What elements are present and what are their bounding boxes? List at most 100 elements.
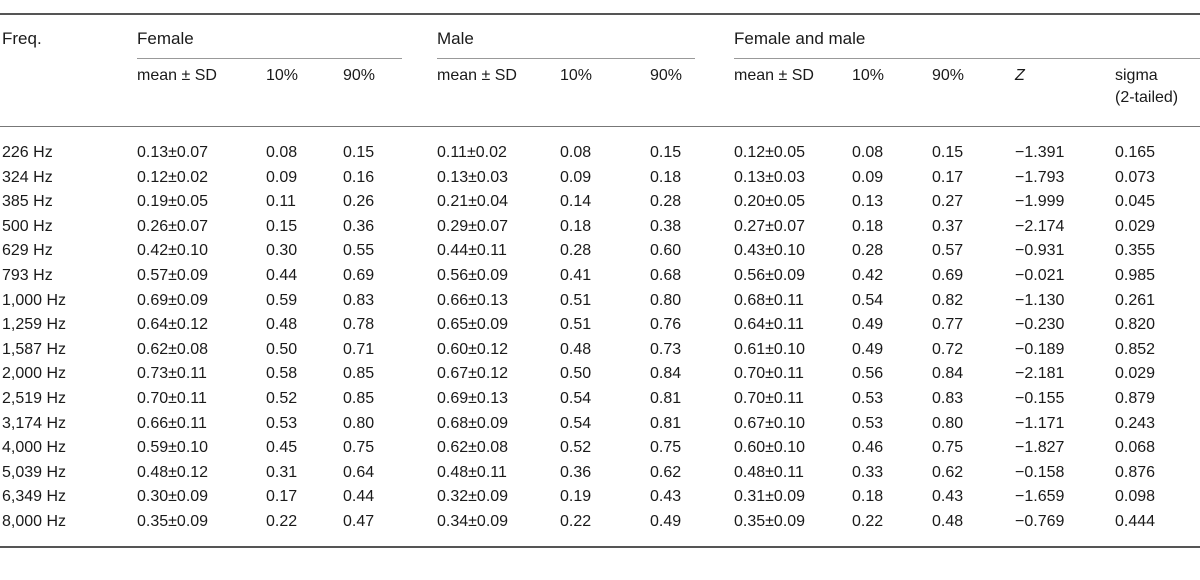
group-rule-male (437, 58, 695, 59)
cell-m-90: 0.76 (650, 316, 682, 334)
subheader-female-p90: 90% (343, 67, 376, 84)
cell-m-90: 0.62 (650, 463, 682, 481)
cell-b-mean: 0.64±0.11 (734, 316, 804, 334)
cell-m-mean: 0.62±0.08 (437, 439, 509, 457)
cell-sigma: 0.045 (1115, 193, 1156, 211)
subheader-female-mean: mean ± SD (137, 67, 217, 84)
cell-m-mean: 0.13±0.03 (437, 168, 509, 186)
table-row: 6,349 Hz 0.30±0.09 0.17 0.44 0.32±0.09 0.19 0.… (0, 485, 1200, 509)
table-row: 2,519 Hz 0.70±0.11 0.52 0.85 0.69±0.13 0.54 0.… (0, 387, 1200, 411)
cell-sigma: 0.165 (1115, 144, 1156, 161)
cell-f-mean: 0.19±0.05 (137, 193, 209, 211)
cell-f-90: 0.75 (343, 439, 375, 457)
cell-f-10: 0.30 (266, 242, 298, 260)
cell-sigma: 0.852 (1115, 340, 1156, 358)
cell-sigma: 0.098 (1115, 488, 1156, 506)
cell-z: −0.931 (1015, 242, 1065, 260)
cell-freq: 629 Hz (2, 242, 53, 260)
cell-b-10: 0.53 (852, 414, 884, 432)
table-row: 1,000 Hz 0.69±0.09 0.59 0.83 0.66±0.13 0.51 0.… (0, 289, 1200, 313)
cell-f-10: 0.11 (266, 193, 296, 211)
cell-b-90: 0.84 (932, 365, 964, 383)
cell-b-90: 0.62 (932, 463, 964, 481)
cell-sigma: 0.243 (1115, 414, 1156, 432)
cell-f-10: 0.09 (266, 168, 298, 186)
cell-m-90: 0.75 (650, 439, 682, 457)
cell-b-90: 0.43 (932, 488, 964, 506)
cell-m-10: 0.22 (560, 513, 592, 530)
cell-z: −1.793 (1015, 168, 1065, 186)
cell-f-mean: 0.59±0.10 (137, 439, 209, 457)
cell-b-mean: 0.43±0.10 (734, 242, 806, 260)
cell-z: −0.155 (1015, 390, 1065, 407)
cell-f-90: 0.64 (343, 463, 375, 481)
cell-z: −1.130 (1015, 291, 1065, 309)
top-rule (0, 13, 1200, 15)
cell-b-90: 0.69 (932, 267, 964, 284)
cell-b-90: 0.15 (932, 144, 964, 161)
cell-m-mean: 0.60±0.12 (437, 340, 509, 358)
cell-f-10: 0.52 (266, 390, 298, 407)
cell-f-10: 0.50 (266, 340, 298, 358)
cell-b-10: 0.13 (852, 193, 884, 211)
cell-f-90: 0.85 (343, 390, 375, 407)
cell-freq: 226 Hz (2, 144, 53, 161)
cell-m-mean: 0.21±0.04 (437, 193, 509, 211)
cell-m-mean: 0.29±0.07 (437, 217, 509, 235)
cell-f-mean: 0.73±0.11 (137, 365, 207, 383)
cell-f-90: 0.78 (343, 316, 375, 334)
cell-freq: 8,000 Hz (2, 513, 67, 530)
table-row: 629 Hz 0.42±0.10 0.30 0.55 0.44±0.11 0.28 0.60… (0, 239, 1200, 263)
cell-f-10: 0.44 (266, 267, 298, 284)
cell-m-10: 0.41 (560, 267, 592, 284)
cell-sigma: 0.820 (1115, 316, 1156, 334)
cell-freq: 2,519 Hz (2, 390, 67, 407)
cell-b-90: 0.75 (932, 439, 964, 457)
cell-m-mean: 0.34±0.09 (437, 513, 509, 530)
cell-b-mean: 0.35±0.09 (734, 513, 806, 530)
cell-f-10: 0.48 (266, 316, 298, 334)
table-row: 500 Hz 0.26±0.07 0.15 0.36 0.29±0.07 0.18 0.38… (0, 215, 1200, 239)
cell-f-90: 0.83 (343, 291, 375, 309)
cell-m-10: 0.51 (560, 291, 592, 309)
cell-b-90: 0.17 (932, 168, 964, 186)
cell-b-mean: 0.67±0.10 (734, 414, 806, 432)
cell-f-mean: 0.13±0.07 (137, 144, 209, 161)
cell-m-90: 0.43 (650, 488, 682, 506)
cell-freq: 6,349 Hz (2, 488, 67, 506)
cell-f-mean: 0.12±0.02 (137, 168, 209, 186)
cell-b-mean: 0.68±0.11 (734, 291, 804, 309)
cell-m-mean: 0.44±0.11 (437, 242, 507, 260)
cell-b-10: 0.18 (852, 488, 884, 506)
group-header-both: Female and male (734, 29, 866, 48)
cell-f-10: 0.22 (266, 513, 298, 530)
cell-m-10: 0.28 (560, 242, 592, 260)
table-row: 226 Hz 0.13±0.07 0.08 0.15 0.11±0.02 0.08 0.15… (0, 141, 1200, 165)
cell-m-10: 0.54 (560, 414, 592, 432)
cell-z: −2.181 (1015, 365, 1065, 383)
cell-m-mean: 0.56±0.09 (437, 267, 509, 284)
cell-m-90: 0.38 (650, 217, 682, 235)
cell-m-10: 0.14 (560, 193, 592, 211)
cell-f-90: 0.44 (343, 488, 375, 506)
cell-f-mean: 0.69±0.09 (137, 291, 209, 309)
cell-m-90: 0.18 (650, 168, 682, 186)
cell-f-mean: 0.57±0.09 (137, 267, 209, 284)
cell-f-mean: 0.48±0.12 (137, 463, 209, 481)
cell-b-10: 0.08 (852, 144, 884, 161)
cell-f-10: 0.08 (266, 144, 298, 161)
cell-f-10: 0.15 (266, 217, 298, 235)
cell-f-mean: 0.42±0.10 (137, 242, 209, 260)
cell-m-90: 0.28 (650, 193, 682, 211)
cell-b-90: 0.82 (932, 291, 964, 309)
cell-z: −1.391 (1015, 144, 1065, 161)
cell-z: −1.659 (1015, 488, 1065, 506)
cell-f-90: 0.15 (343, 144, 375, 161)
cell-m-mean: 0.32±0.09 (437, 488, 509, 506)
cell-b-90: 0.83 (932, 390, 964, 407)
subheader-both-p90: 90% (932, 67, 965, 84)
cell-m-mean: 0.69±0.13 (437, 390, 509, 407)
cell-f-90: 0.71 (343, 340, 375, 358)
cell-b-10: 0.54 (852, 291, 884, 309)
group-rule-female (137, 58, 402, 59)
